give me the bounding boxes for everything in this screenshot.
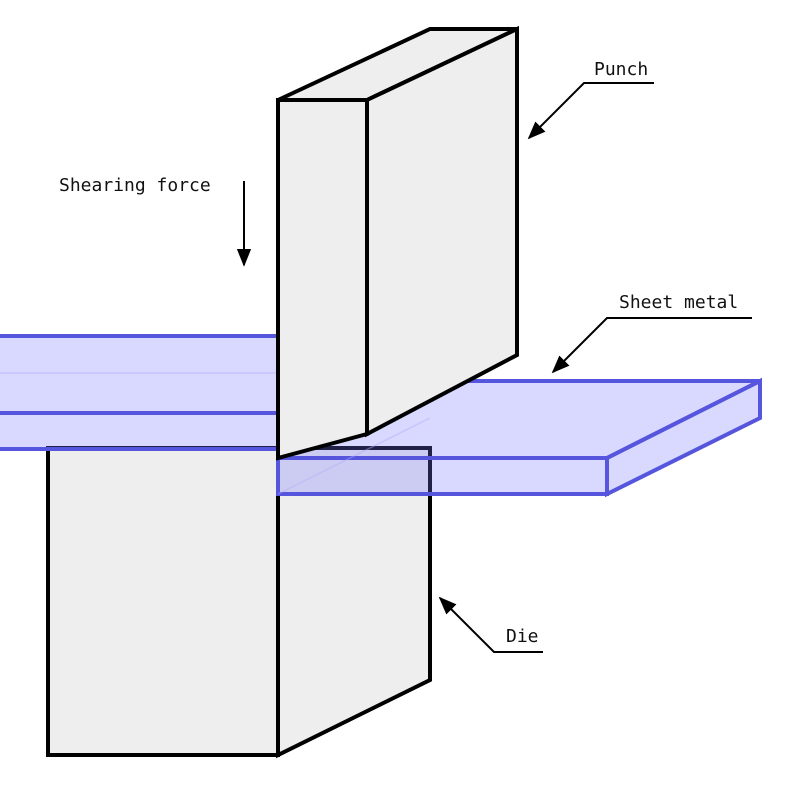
sheet-metal-label: Sheet metal — [619, 292, 738, 313]
die-side-face — [276, 446, 432, 759]
die-leader-line — [438, 596, 543, 653]
punch-leader-line — [527, 82, 654, 140]
die-label: Die — [506, 626, 539, 647]
punch-side-face — [365, 25, 519, 438]
sheet-right-front-face — [276, 456, 609, 496]
sheet-right-hidden-edge — [277, 417, 431, 495]
sheet-metal-left-part — [0, 334, 280, 451]
die — [46, 446, 432, 759]
sheet-metal-leader-line — [551, 317, 752, 374]
sheet-left-front-face — [0, 411, 280, 451]
sheet-left-top-face — [0, 334, 280, 415]
die-front-face — [46, 446, 280, 757]
punch-label: Punch — [594, 59, 648, 80]
shearing-force-label: Shearing force — [59, 175, 211, 196]
punch — [276, 25, 519, 461]
punch-front-face — [276, 98, 369, 461]
sheet-right-end-face — [605, 377, 762, 498]
